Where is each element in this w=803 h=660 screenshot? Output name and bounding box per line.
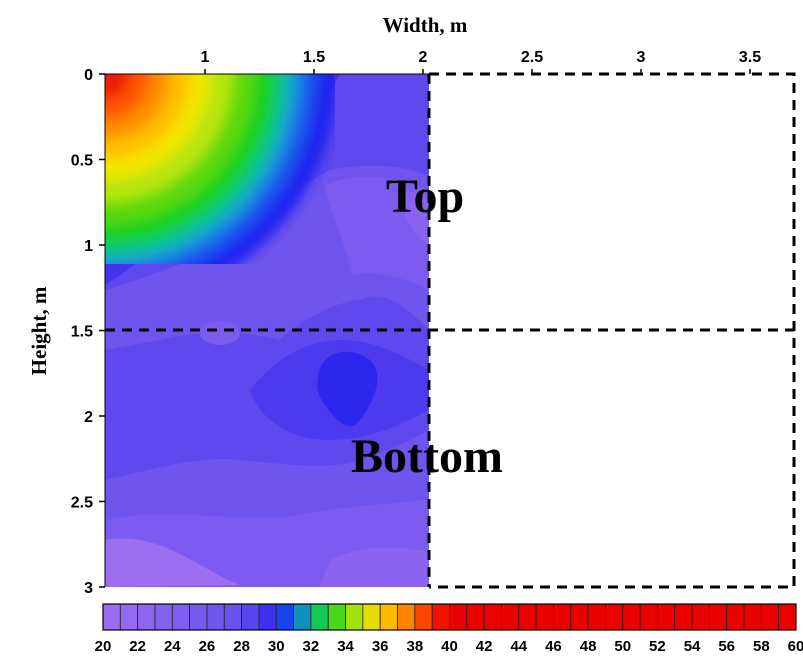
colorbar-tick-label: 56 — [718, 638, 735, 655]
colorbar-tick-label: 40 — [441, 638, 458, 655]
colorbar-swatch — [501, 603, 520, 631]
y-tick-label: 1 — [84, 238, 93, 255]
colorbar-tick-label: 48 — [580, 638, 597, 655]
colorbar-tick-label: 60 — [788, 638, 803, 655]
colorbar-tick-label: 38 — [407, 638, 424, 655]
colorbar-swatch — [708, 603, 728, 631]
colorbar-tick-label: 44 — [510, 638, 527, 655]
y-tick-label: 0.5 — [71, 153, 93, 170]
colorbar-tick-label: 22 — [129, 638, 146, 655]
colorbar-ticks: 20 22 24 26 28 30 32 34 36 38 40 42 44 46 48 50 52 54 56 58… — [95, 638, 803, 655]
contour-region — [405, 190, 429, 245]
y-tick-label: 0 — [84, 67, 93, 84]
colorbar-swatch — [223, 603, 242, 631]
colorbar-tick-label: 50 — [614, 638, 631, 655]
colorbar-swatch — [449, 603, 468, 631]
colorbar-swatch — [379, 603, 398, 631]
y-tick-label: 1.5 — [71, 324, 93, 341]
colorbar-swatch — [605, 603, 624, 631]
contour-region — [105, 538, 240, 587]
colorbar-tick-label: 54 — [684, 638, 701, 655]
y-ticks: 0 0.5 1 1.5 2 2.5 3 — [71, 67, 105, 597]
colorbar-swatch — [535, 603, 554, 631]
colorbar-swatch — [310, 603, 329, 631]
colorbar-tick-label: 28 — [233, 638, 250, 655]
colorbar-swatch — [362, 603, 381, 631]
colorbar-swatch — [639, 603, 658, 631]
x-ticks: 1 1.5 2 2.5 3 3.5 — [201, 49, 761, 74]
colorbar-swatch — [293, 603, 312, 631]
colorbar-tick-label: 34 — [337, 638, 354, 655]
colorbar-swatch — [518, 603, 537, 631]
colorbar-swatch — [171, 603, 191, 631]
colorbar-tick-label: 46 — [545, 638, 562, 655]
colorbar-tick-label: 36 — [372, 638, 389, 655]
x-tick-label: 1.5 — [303, 49, 325, 66]
colorbar-swatch — [206, 603, 225, 631]
colorbar-swatch — [657, 603, 676, 631]
colorbar-swatch — [137, 603, 156, 631]
colorbar-swatch — [397, 603, 416, 631]
colorbar-tick-label: 52 — [649, 638, 666, 655]
colorbar — [102, 603, 797, 631]
colorbar-tick-label: 20 — [95, 638, 112, 655]
colorbar-swatch — [760, 603, 780, 631]
contour-region — [325, 176, 429, 290]
colorbar-swatch — [345, 603, 364, 631]
y-tick-label: 2 — [84, 409, 93, 426]
colorbar-tick-label: 32 — [303, 638, 320, 655]
colorbar-swatch — [622, 603, 641, 631]
colorbar-swatch — [587, 603, 606, 631]
right-box — [429, 72, 796, 589]
contour-field — [105, 74, 429, 587]
x-tick-label: 2 — [419, 49, 428, 66]
colorbar-swatch — [743, 603, 762, 631]
x-axis-title: Width, m — [383, 13, 468, 37]
y-tick-label: 2.5 — [71, 495, 93, 512]
colorbar-swatch — [726, 603, 745, 631]
colorbar-swatch — [466, 603, 485, 631]
colorbar-swatch — [674, 603, 693, 631]
colorbar-tick-label: 26 — [199, 638, 216, 655]
y-axis-title: Height, m — [27, 286, 51, 375]
colorbar-swatch — [570, 603, 589, 631]
colorbar-tick-label: 42 — [476, 638, 493, 655]
colorbar-frame — [102, 603, 797, 631]
colorbar-swatch — [189, 603, 208, 631]
colorbar-swatch — [327, 603, 346, 631]
colorbar-swatch — [691, 603, 710, 631]
colorbar-swatch — [258, 603, 277, 631]
colorbar-tick-label: 58 — [753, 638, 770, 655]
contour-region — [320, 547, 429, 587]
colorbar-tick-label: 24 — [164, 638, 181, 655]
region-label-top: Top — [386, 170, 464, 223]
hot-spot — [105, 74, 335, 264]
colorbar-swatch — [154, 603, 173, 631]
x-tick-label: 1 — [201, 49, 210, 66]
region-boxes — [105, 72, 796, 589]
colorbar-swatch — [275, 603, 294, 631]
x-tick-label: 2.5 — [521, 49, 543, 66]
x-tick-label: 3 — [637, 49, 646, 66]
colorbar-swatch — [431, 603, 450, 631]
y-tick-label: 3 — [84, 580, 93, 597]
colorbar-swatch — [553, 603, 572, 631]
region-label-bottom: Bottom — [351, 430, 503, 483]
contour-region — [317, 351, 378, 427]
colorbar-swatch — [102, 603, 121, 631]
colorbar-swatch — [483, 603, 502, 631]
colorbar-tick-label: 30 — [268, 638, 285, 655]
contour-region — [200, 321, 240, 345]
colorbar-swatch — [119, 603, 139, 631]
colorbar-swatch — [778, 603, 797, 631]
colorbar-swatch — [241, 603, 260, 631]
colorbar-swatch — [414, 603, 433, 631]
x-tick-label: 3.5 — [739, 49, 761, 66]
